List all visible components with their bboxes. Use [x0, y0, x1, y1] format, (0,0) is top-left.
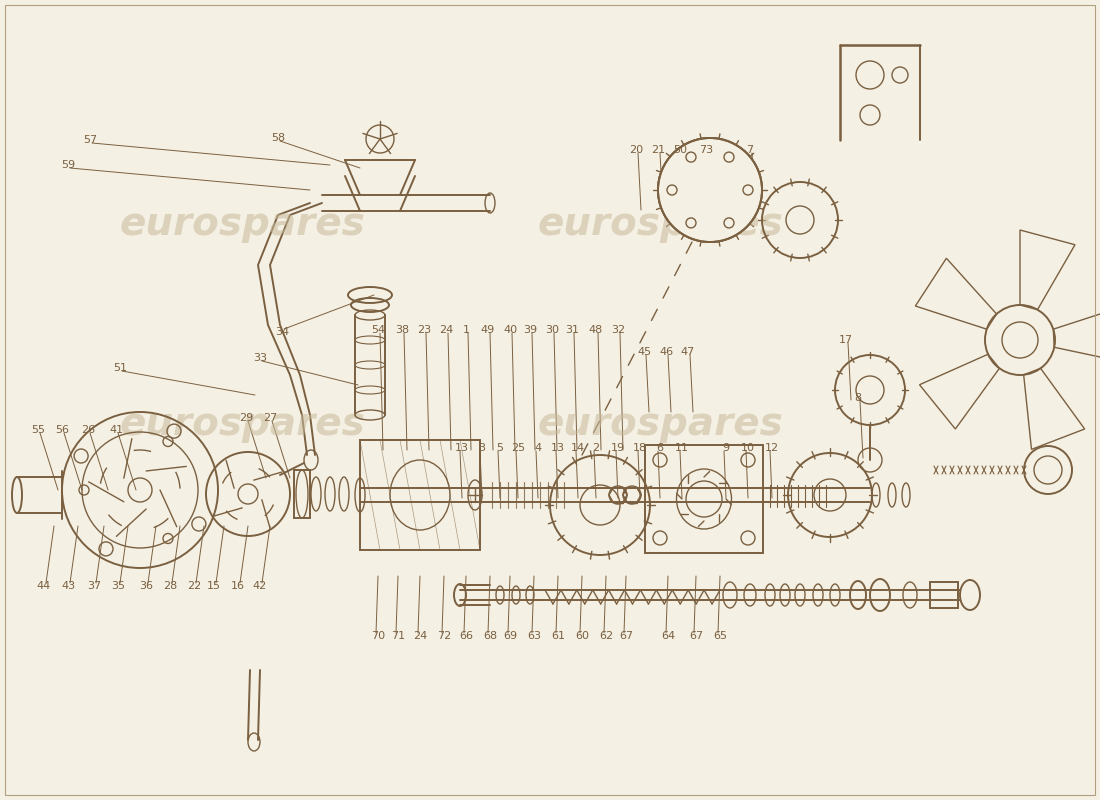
Text: 7: 7: [747, 145, 754, 155]
Text: 39: 39: [522, 325, 537, 335]
Text: 22: 22: [187, 581, 201, 591]
Ellipse shape: [675, 155, 745, 225]
Text: 20: 20: [629, 145, 644, 155]
Text: 12: 12: [764, 443, 779, 453]
Bar: [645, 445, 763, 553]
Text: 62: 62: [598, 631, 613, 641]
Text: 56: 56: [55, 425, 69, 435]
Text: 44: 44: [37, 581, 51, 591]
Text: 37: 37: [87, 581, 101, 591]
Bar: [294, 470, 310, 518]
Text: 8: 8: [855, 393, 861, 403]
Text: 15: 15: [207, 581, 221, 591]
Text: 65: 65: [713, 631, 727, 641]
Text: 36: 36: [139, 581, 153, 591]
Text: 48: 48: [588, 325, 603, 335]
Text: eurospares: eurospares: [537, 205, 783, 243]
Text: 31: 31: [565, 325, 579, 335]
Text: 63: 63: [527, 631, 541, 641]
Text: 13: 13: [455, 443, 469, 453]
Text: 19: 19: [610, 443, 625, 453]
Text: 26: 26: [81, 425, 95, 435]
Text: 38: 38: [395, 325, 409, 335]
Text: 47: 47: [681, 347, 695, 357]
Text: 58: 58: [271, 133, 285, 143]
Text: 34: 34: [275, 327, 289, 337]
Text: 29: 29: [239, 413, 253, 423]
Text: 72: 72: [437, 631, 451, 641]
Text: eurospares: eurospares: [537, 405, 783, 443]
Text: 71: 71: [390, 631, 405, 641]
Text: 69: 69: [503, 631, 517, 641]
Text: 46: 46: [659, 347, 673, 357]
Text: 21: 21: [651, 145, 666, 155]
Text: eurospares: eurospares: [119, 405, 365, 443]
Text: 11: 11: [675, 443, 689, 453]
Text: 32: 32: [610, 325, 625, 335]
Text: 33: 33: [253, 353, 267, 363]
Text: 18: 18: [632, 443, 647, 453]
Text: 4: 4: [535, 443, 541, 453]
Text: 54: 54: [371, 325, 385, 335]
Text: 43: 43: [60, 581, 75, 591]
Text: 9: 9: [723, 443, 729, 453]
Text: 67: 67: [619, 631, 634, 641]
Text: 25: 25: [510, 443, 525, 453]
Text: 24: 24: [439, 325, 453, 335]
Text: 60: 60: [575, 631, 589, 641]
Bar: [930, 582, 958, 608]
Text: 16: 16: [231, 581, 245, 591]
Text: 13: 13: [551, 443, 565, 453]
Text: 40: 40: [503, 325, 517, 335]
Text: 57: 57: [82, 135, 97, 145]
Text: 42: 42: [253, 581, 267, 591]
Text: 68: 68: [483, 631, 497, 641]
Text: 6: 6: [657, 443, 663, 453]
Text: 45: 45: [637, 347, 651, 357]
Text: 30: 30: [544, 325, 559, 335]
Text: 23: 23: [417, 325, 431, 335]
Text: 35: 35: [111, 581, 125, 591]
Text: 1: 1: [462, 325, 470, 335]
Text: 3: 3: [478, 443, 485, 453]
Text: 70: 70: [371, 631, 385, 641]
Text: 24: 24: [412, 631, 427, 641]
Text: 10: 10: [741, 443, 755, 453]
Text: 5: 5: [496, 443, 504, 453]
Text: 61: 61: [551, 631, 565, 641]
Text: 50: 50: [673, 145, 688, 155]
Text: 55: 55: [31, 425, 45, 435]
Circle shape: [658, 138, 762, 242]
Text: 27: 27: [263, 413, 277, 423]
Text: 73: 73: [698, 145, 713, 155]
Text: 14: 14: [571, 443, 585, 453]
Text: 2: 2: [593, 443, 600, 453]
Text: 64: 64: [661, 631, 675, 641]
Text: 28: 28: [163, 581, 177, 591]
Text: eurospares: eurospares: [119, 205, 365, 243]
Text: 51: 51: [113, 363, 127, 373]
Text: 49: 49: [481, 325, 495, 335]
Text: 17: 17: [839, 335, 854, 345]
Text: 66: 66: [459, 631, 473, 641]
Bar: [360, 440, 480, 550]
Text: 41: 41: [109, 425, 123, 435]
Text: 59: 59: [60, 160, 75, 170]
Text: 67: 67: [689, 631, 703, 641]
